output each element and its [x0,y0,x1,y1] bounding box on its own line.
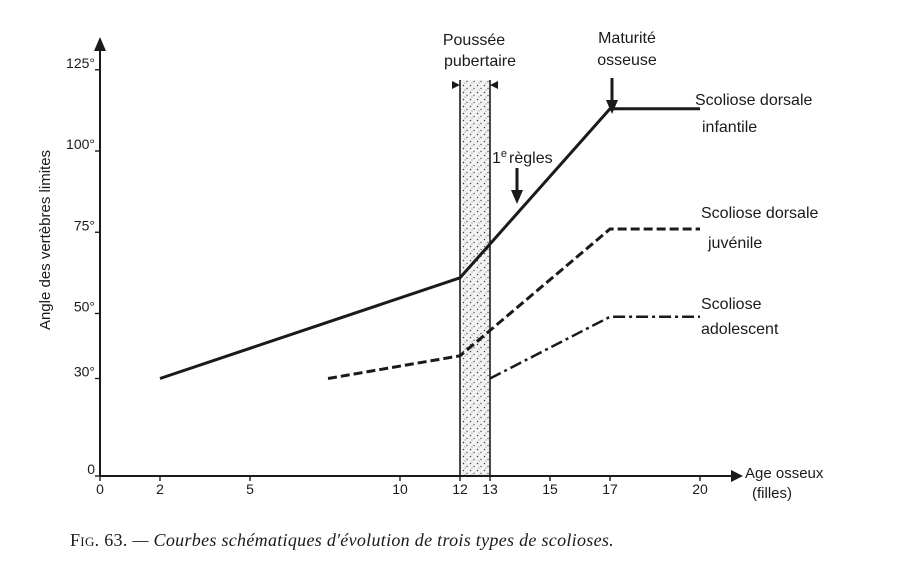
figure-caption-text: — Courbes schématiques d'évolution de tr… [132,530,614,550]
series-label-2-line2: juvénile [707,235,762,252]
series-label-1: Scoliose dorsale [695,92,813,109]
x-tick-label: 5 [246,481,254,497]
series-line-2 [327,227,700,380]
y-axis-label: Angle des vertèbres limites [37,150,54,330]
x-tick-label: 20 [692,481,708,497]
y-tick-label: 30° [74,364,95,380]
band-marker-left [452,81,460,89]
x-tick-label: 12 [452,481,468,497]
figure-caption: Fig. 63. — Courbes schématiques d'évolut… [70,530,614,551]
figure-number: Fig. 63. [70,530,128,550]
x-tick-label: 2 [156,481,164,497]
maturity-label-line2: osseuse [597,52,657,69]
y-tick-label: 0 [87,461,95,477]
y-tick-label: 100° [66,136,95,152]
x-tick-label: 0 [96,481,104,497]
series-label-3: Scoliose [701,296,762,313]
x-axis-label: Age osseux [745,465,824,482]
band-label-line2: pubertaire [444,53,516,70]
y-tick-label: 50° [74,299,95,315]
x-axis-label-unit: (filles) [752,485,792,502]
series-label-2: Scoliose dorsale [701,205,819,222]
x-axis-arrow [731,470,743,482]
maturity-label: Maturité [598,30,656,47]
series-label-3-line2: adolescent [701,321,779,338]
y-tick-label: 75° [74,217,95,233]
maturity-arrow-head [606,100,618,114]
band-label: Poussée [443,32,505,49]
y-axis-arrow [94,37,106,51]
series-label-1-line2: infantile [702,119,757,136]
x-tick-label: 15 [542,481,558,497]
band-marker-right [490,81,498,89]
x-tick-label: 17 [602,481,618,497]
y-tick-label: 125° [66,55,95,71]
series-line-3 [489,315,700,380]
series-line-1 [159,107,700,380]
menarche-arrow-head [511,190,523,204]
menarche-label: 1e règles [492,148,553,167]
x-tick-label: 10 [392,481,408,497]
x-tick-label: 13 [482,481,498,497]
puberty-band [460,80,490,476]
